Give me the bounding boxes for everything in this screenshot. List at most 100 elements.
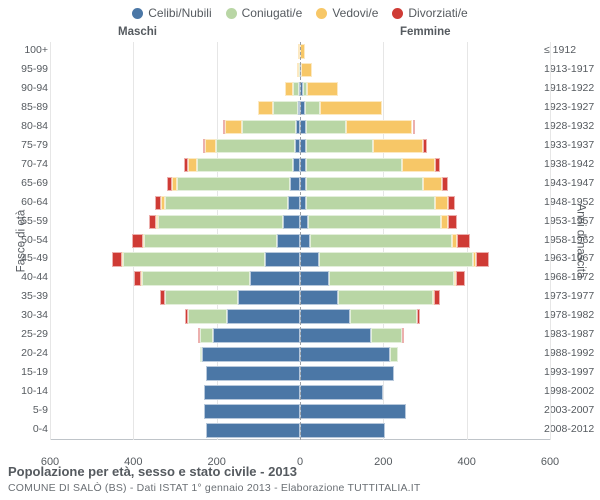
bar-f-co xyxy=(306,158,402,173)
bar-m-co xyxy=(158,215,283,230)
birth-label: 1933-1937 xyxy=(544,140,600,151)
bar-f-co xyxy=(306,177,423,192)
bar-m-co xyxy=(216,139,295,154)
bar-f-c xyxy=(300,347,390,362)
birth-label: 1963-1967 xyxy=(544,253,600,264)
bar-f-c xyxy=(300,290,338,305)
birth-label: 1958-1962 xyxy=(544,235,600,246)
birth-label: 1953-1957 xyxy=(544,216,600,227)
x-tick-label: 400 xyxy=(457,456,475,468)
birth-label: 1943-1947 xyxy=(544,178,600,189)
bar-f-co xyxy=(306,196,435,211)
age-label: 40-44 xyxy=(0,272,48,283)
bar-f-d xyxy=(402,328,404,343)
bar-f-c xyxy=(300,366,394,381)
bar-f-co xyxy=(306,139,373,154)
age-label: 65-69 xyxy=(0,178,48,189)
bar-m-c xyxy=(227,309,300,324)
bar-m-d xyxy=(134,271,142,286)
bar-f-c xyxy=(300,328,371,343)
bar-f-v xyxy=(423,177,442,192)
female-header: Femmine xyxy=(400,26,451,38)
swatch-coniugati xyxy=(226,8,237,19)
footer: Popolazione per età, sesso e stato civil… xyxy=(8,463,421,496)
age-label: 10-14 xyxy=(0,386,48,397)
bar-m-v xyxy=(205,139,215,154)
legend-item-divorziati: Divorziati/e xyxy=(392,6,467,20)
birth-label: 1928-1932 xyxy=(544,121,600,132)
bar-m-d xyxy=(223,120,225,135)
bar-m-co xyxy=(142,271,250,286)
bar-m-c xyxy=(277,234,300,249)
bar-m-c xyxy=(293,158,301,173)
age-label: 75-79 xyxy=(0,140,48,151)
bar-m-co xyxy=(165,290,238,305)
bar-m-co xyxy=(242,120,296,135)
bar-f-c xyxy=(300,271,329,286)
birth-label: 1973-1977 xyxy=(544,291,600,302)
y-axis-left: 100+95-9990-9485-8980-8475-7970-7465-696… xyxy=(0,42,48,440)
bar-f-co xyxy=(310,234,452,249)
bar-f-v xyxy=(373,139,423,154)
bar-f-d xyxy=(434,290,440,305)
bar-f-v xyxy=(346,120,413,135)
age-label: 15-19 xyxy=(0,367,48,378)
age-label: 45-49 xyxy=(0,253,48,264)
chart-source: COMUNE DI SALÒ (BS) - Dati ISTAT 1° genn… xyxy=(8,481,421,496)
bar-m-c xyxy=(288,196,301,211)
bar-f-co xyxy=(390,347,398,362)
bar-f-v xyxy=(402,158,435,173)
plot-area xyxy=(50,42,550,440)
bar-m-d xyxy=(112,252,122,267)
birth-label: 1998-2002 xyxy=(544,386,600,397)
bar-m-co xyxy=(273,101,298,116)
age-label: 80-84 xyxy=(0,121,48,132)
x-tick-label: 600 xyxy=(541,456,559,468)
bar-m-co xyxy=(144,234,277,249)
bar-m-v xyxy=(258,101,273,116)
bar-f-c xyxy=(300,309,350,324)
bar-f-d xyxy=(456,271,465,286)
bar-m-d xyxy=(167,177,172,192)
bar-f-c xyxy=(300,385,383,400)
birth-label: 1988-1992 xyxy=(544,348,600,359)
bar-m-co xyxy=(200,347,202,362)
bar-f-co xyxy=(371,328,402,343)
age-label: 50-54 xyxy=(0,235,48,246)
age-label: 55-59 xyxy=(0,216,48,227)
birth-label: 1923-1927 xyxy=(544,102,600,113)
legend-item-coniugati: Coniugati/e xyxy=(226,6,303,20)
male-header: Maschi xyxy=(118,26,157,38)
bar-f-d xyxy=(423,139,427,154)
bar-m-d xyxy=(203,139,205,154)
bar-f-d xyxy=(417,309,420,324)
bar-m-v xyxy=(297,63,299,78)
bar-f-v xyxy=(320,101,383,116)
age-label: 35-39 xyxy=(0,291,48,302)
bar-f-v xyxy=(307,82,338,97)
bar-m-v xyxy=(225,120,242,135)
age-label: 25-29 xyxy=(0,329,48,340)
bar-m-c xyxy=(213,328,301,343)
bar-f-d xyxy=(435,158,440,173)
bar-m-c xyxy=(204,404,300,419)
bar-m-c xyxy=(204,385,300,400)
legend: Celibi/Nubili Coniugati/e Vedovi/e Divor… xyxy=(0,0,600,20)
bar-f-c xyxy=(300,404,406,419)
birth-label: 1938-1942 xyxy=(544,159,600,170)
swatch-celibi xyxy=(132,8,143,19)
bar-m-co xyxy=(200,328,213,343)
bar-f-d xyxy=(457,234,470,249)
age-label: 70-74 xyxy=(0,159,48,170)
bar-m-c xyxy=(206,423,300,438)
bar-m-co xyxy=(177,177,290,192)
bar-m-c xyxy=(206,366,300,381)
bar-m-c xyxy=(283,215,300,230)
birth-label: 2008-2012 xyxy=(544,424,600,435)
bar-f-d xyxy=(448,196,456,211)
legend-label: Divorziati/e xyxy=(408,6,467,20)
chart-title: Popolazione per età, sesso e stato civil… xyxy=(8,463,421,481)
bar-m-c xyxy=(290,177,300,192)
legend-item-celibi: Celibi/Nubili xyxy=(132,6,211,20)
bar-m-co xyxy=(197,158,293,173)
